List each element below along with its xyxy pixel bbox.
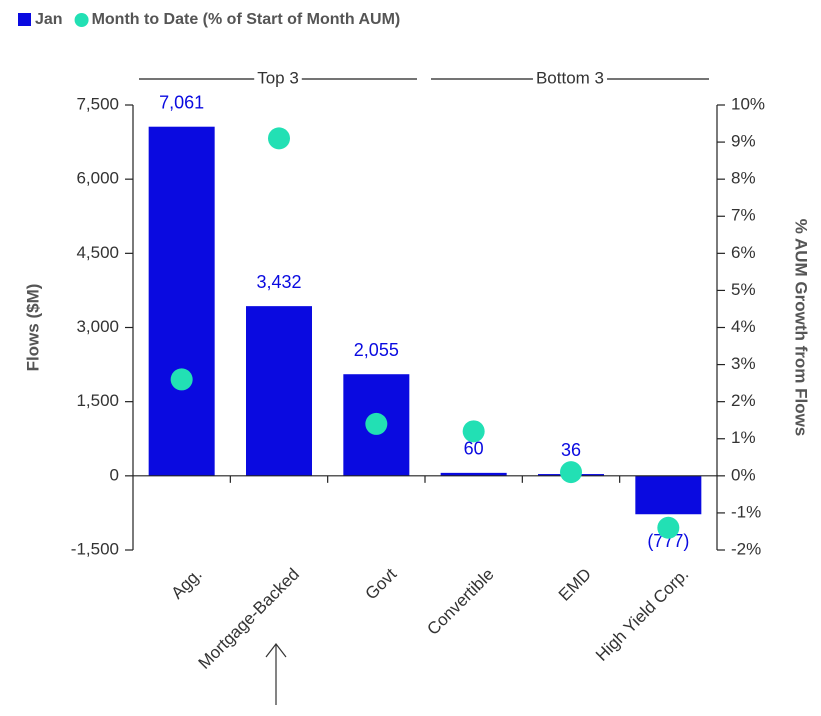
arrow-head	[265, 643, 287, 658]
value-label: 2,055	[354, 340, 399, 360]
y-axis-label: Flows ($M)	[23, 284, 42, 372]
x-tick-label: Convertible	[423, 565, 497, 639]
y2-tick-label: 6%	[731, 243, 756, 262]
scatter-point	[657, 516, 680, 539]
x-tick-label: EMD	[555, 565, 595, 605]
value-label: 3,432	[256, 272, 301, 292]
x-tick-label: Mortgage-Backed	[195, 565, 303, 673]
y2-tick-label: -2%	[731, 539, 761, 558]
y2-tick-label: 1%	[731, 428, 756, 447]
bar	[635, 475, 702, 515]
y-tick-label: 0	[110, 465, 119, 484]
y2-tick-label: -1%	[731, 502, 761, 521]
bar	[148, 126, 215, 476]
y2-tick-label: 0%	[731, 465, 756, 484]
y-tick-label: -1,500	[71, 539, 119, 558]
y2-tick-label: 5%	[731, 280, 756, 299]
value-label: 60	[464, 439, 484, 459]
y2-tick-label: 9%	[731, 132, 756, 151]
y2-tick-label: 7%	[731, 206, 756, 225]
y2-tick-label: 10%	[731, 94, 765, 113]
value-label: 7,061	[159, 92, 204, 112]
x-tick-label: Agg.	[167, 565, 205, 603]
legend-marker	[18, 13, 31, 26]
y2-tick-label: 8%	[731, 169, 756, 188]
y2-axis-label: % AUM Growth from Flows	[792, 219, 811, 437]
bar	[440, 472, 507, 476]
legend-marker	[74, 13, 89, 27]
scatter-point	[365, 412, 388, 435]
value-label: 36	[561, 440, 581, 460]
bar	[246, 306, 312, 476]
value-label: (777)	[647, 531, 689, 551]
y2-tick-label: 3%	[731, 354, 756, 373]
group-label: Top 3	[257, 68, 299, 87]
group-label: Bottom 3	[536, 68, 604, 87]
scatter-point	[560, 461, 582, 484]
legend-label: Month to Date (% of Start of Month AUM)	[92, 11, 401, 28]
y-tick-label: 4,500	[76, 243, 119, 262]
scatter-point	[462, 420, 485, 443]
scatter-point	[268, 127, 290, 150]
y-tick-label: 7,500	[76, 94, 119, 113]
legend-label: Jan	[35, 11, 63, 28]
y-tick-label: 3,000	[76, 317, 119, 336]
y2-tick-label: 4%	[731, 317, 756, 336]
y-tick-label: 1,500	[76, 391, 119, 410]
x-tick-label: Govt	[362, 564, 401, 603]
y2-tick-label: 2%	[731, 391, 756, 410]
y-tick-label: 6,000	[76, 169, 119, 188]
scatter-point	[170, 368, 193, 391]
x-tick-label: High Yield Corp.	[592, 565, 692, 665]
